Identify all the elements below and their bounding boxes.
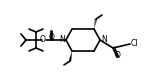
Text: N: N — [101, 35, 107, 44]
Text: Cl: Cl — [130, 38, 138, 47]
Text: O: O — [39, 35, 45, 44]
Text: O: O — [115, 50, 121, 59]
Text: N: N — [59, 35, 65, 44]
Text: O: O — [49, 34, 55, 43]
Polygon shape — [69, 51, 72, 61]
